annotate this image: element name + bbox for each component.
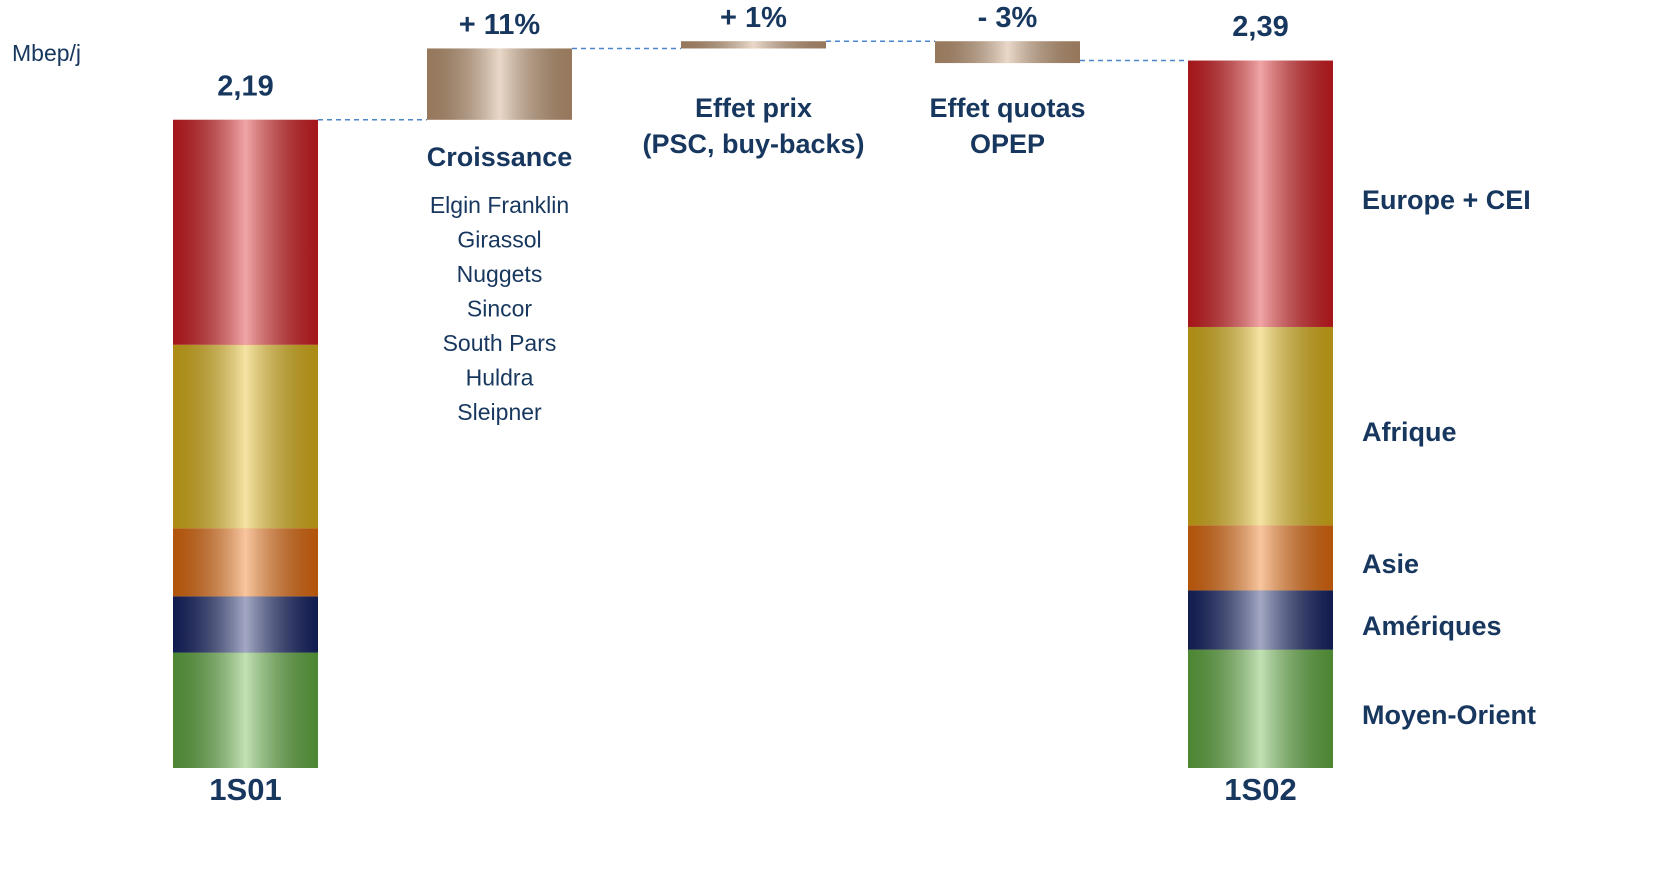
sheen: [1188, 590, 1333, 650]
legend-label: Amériques: [1362, 611, 1502, 641]
category-label: 1S01: [209, 772, 281, 807]
step-detail: Sincor: [467, 296, 533, 322]
legend-label: Moyen-Orient: [1362, 700, 1536, 730]
sheen: [173, 119, 318, 345]
sheen: [1188, 60, 1333, 327]
legend-label: Afrique: [1362, 417, 1457, 447]
step-detail: Huldra: [466, 365, 534, 391]
total-label: 2,19: [217, 70, 273, 102]
y-label: Mbep/j: [12, 40, 81, 66]
sheen: [173, 344, 318, 529]
sheen: [681, 41, 826, 49]
sheen: [427, 48, 572, 120]
step-value-label: + 1%: [720, 2, 787, 34]
total-label: 2,39: [1232, 11, 1288, 43]
step-detail: Elgin Franklin: [430, 192, 569, 218]
step-detail: South Pars: [443, 330, 557, 356]
step-value-label: + 11%: [459, 9, 541, 41]
step-value-label: - 3%: [978, 2, 1038, 34]
step-detail: Girassol: [457, 227, 541, 253]
step-name: Effet quotas: [929, 93, 1085, 123]
sheen: [935, 41, 1080, 64]
legend-label: Asie: [1362, 549, 1419, 579]
sheen: [1188, 525, 1333, 591]
sheen: [173, 652, 318, 768]
step-name: Effet prix: [695, 93, 812, 123]
category-label: 1S02: [1224, 772, 1296, 807]
legend-label: Europe + CEI: [1362, 185, 1531, 215]
step-detail: Nuggets: [457, 261, 543, 287]
step-name: (PSC, buy-backs): [642, 129, 864, 159]
step-name: Croissance: [427, 142, 573, 172]
sheen: [1188, 649, 1333, 768]
sheen: [173, 528, 318, 597]
step-detail: Sleipner: [457, 399, 542, 425]
step-name: OPEP: [970, 129, 1045, 159]
sheen: [173, 596, 318, 653]
sheen: [1188, 326, 1333, 526]
